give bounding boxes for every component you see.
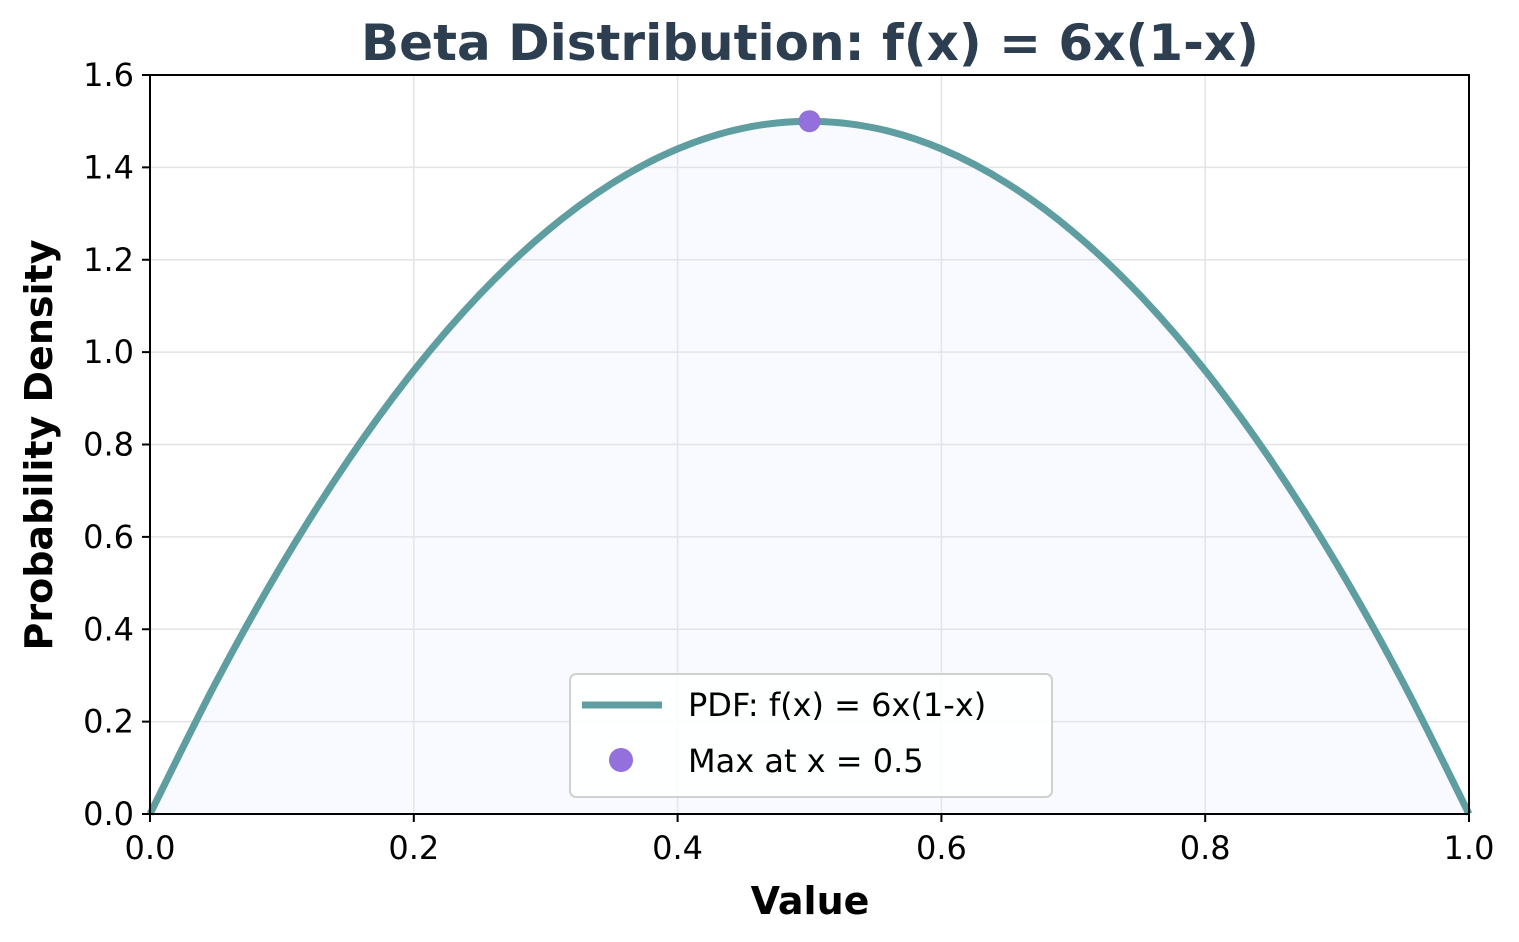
y-tick-label: 0.6 [83,518,134,556]
x-tick-label: 0.2 [388,829,439,867]
y-tick-label: 1.6 [83,56,134,94]
y-tick-label: 0.2 [83,703,134,741]
x-tick-label: 1.0 [1444,829,1495,867]
x-axis-label: Value [751,879,870,923]
y-tick-label: 1.0 [83,333,134,371]
x-tick-label: 0.4 [652,829,703,867]
y-tick-label: 0.0 [83,795,134,833]
y-axis: 0.0 0.2 0.4 0.6 0.8 1.0 1.2 1.4 1.6 [83,56,150,833]
x-tick-label: 0.8 [1180,829,1231,867]
y-tick-label: 1.2 [83,241,134,279]
x-tick-label: 0.0 [125,829,176,867]
max-point [798,110,821,133]
y-tick-label: 0.8 [83,426,134,464]
legend-box [569,673,1053,798]
x-tick-label: 0.6 [916,829,967,867]
y-tick-label: 1.4 [83,148,134,186]
chart-title: Beta Distribution: f(x) = 6x(1-x) [361,14,1259,72]
legend: PDF: f(x) = 6x(1-x) Max at x = 0.5 [569,673,1053,798]
y-tick-label: 0.4 [83,610,134,648]
legend-dot-swatch [609,748,633,772]
y-axis-label: Probability Density [17,239,61,650]
plot-area [146,74,1473,816]
x-axis: 0.0 0.2 0.4 0.6 0.8 1.0 [125,814,1495,867]
max-points [798,110,821,133]
legend-label-max: Max at x = 0.5 [688,742,924,780]
legend-label-pdf: PDF: f(x) = 6x(1-x) [688,686,986,724]
